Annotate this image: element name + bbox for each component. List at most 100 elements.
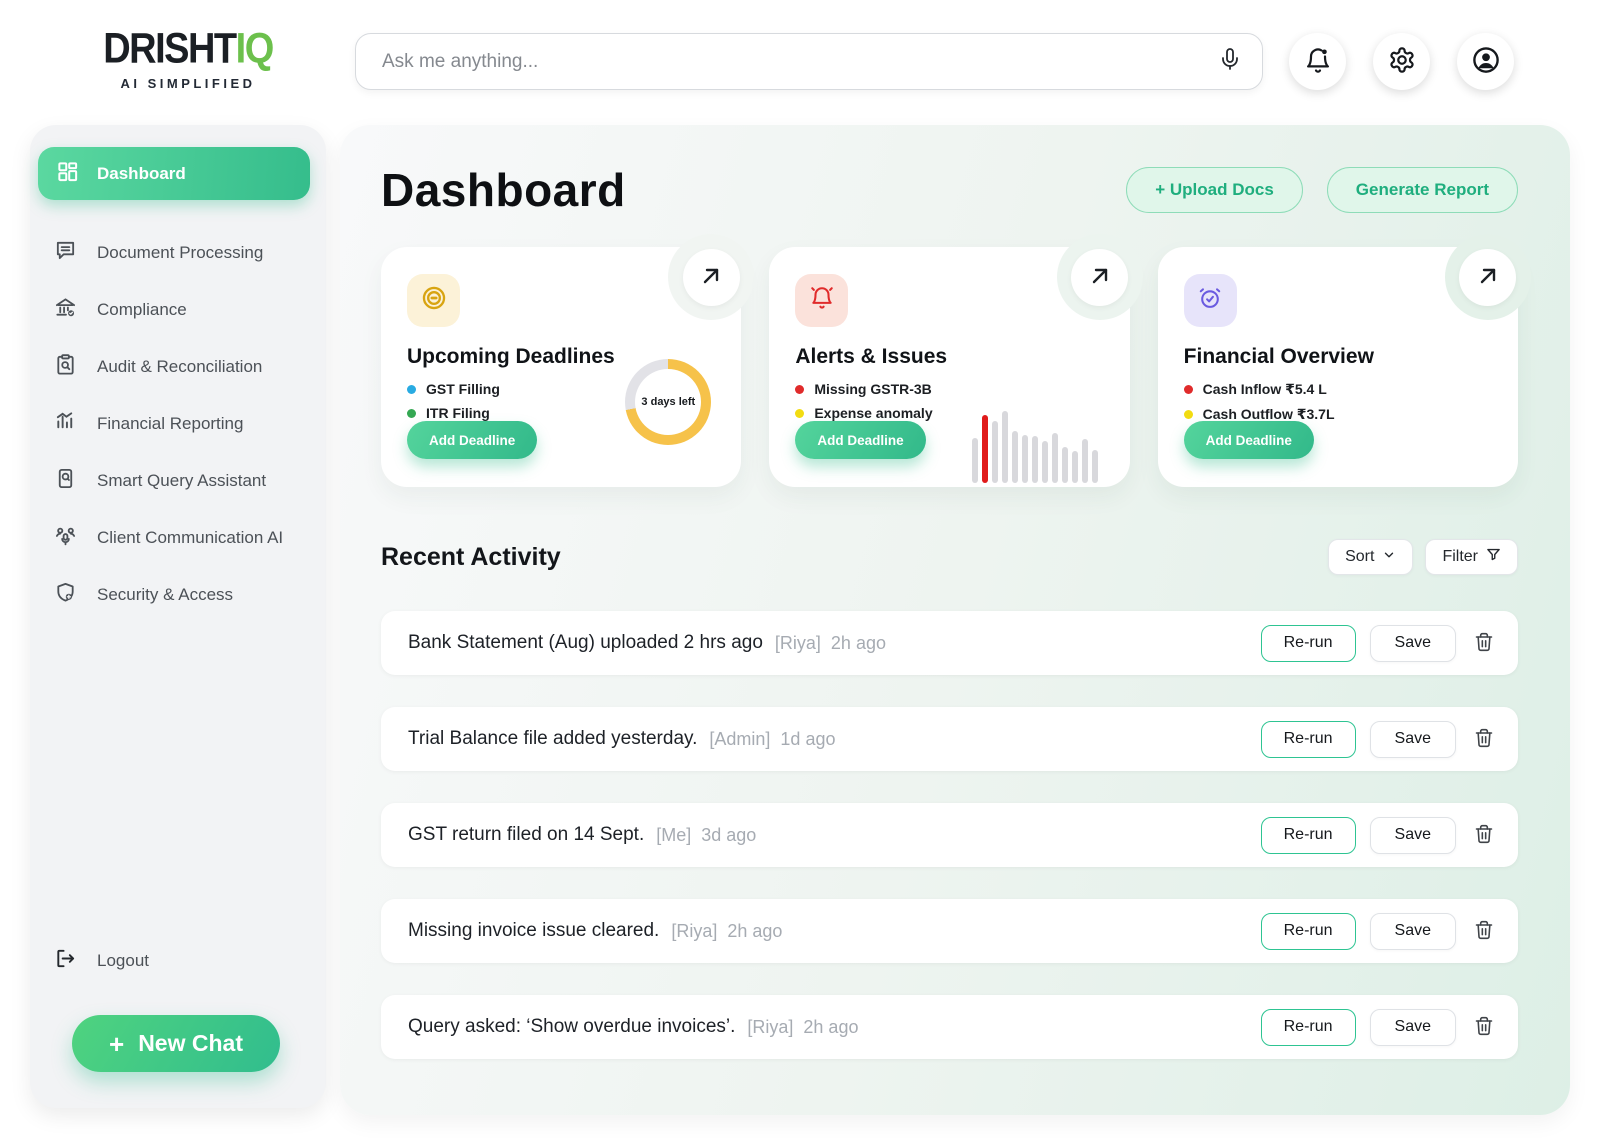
arrow-up-right-icon <box>1088 264 1112 291</box>
deadline-donut: 3 days left <box>625 359 712 445</box>
rerun-button[interactable]: Re-run <box>1260 912 1356 950</box>
delete-button[interactable] <box>1474 824 1494 847</box>
sidebar-item-label: Smart Query Assistant <box>97 470 267 490</box>
delete-button[interactable] <box>1474 632 1494 655</box>
expand-button[interactable] <box>682 248 740 306</box>
ask-search-bar[interactable] <box>355 33 1263 90</box>
expand-button[interactable] <box>1459 248 1517 306</box>
rerun-button[interactable]: Re-run <box>1260 816 1356 854</box>
sidebar-item-label: Dashboard <box>97 163 186 183</box>
new-chat-button[interactable]: + New Chat <box>72 1015 280 1072</box>
rerun-button[interactable]: Re-run <box>1260 720 1356 758</box>
audit-clipboard-search-icon <box>54 353 77 381</box>
summary-cards: Upcoming Deadlines GST Filling ITR Filin… <box>381 234 1531 487</box>
list-item: GST Filling <box>407 381 715 397</box>
list-item: Missing GSTR-3B <box>795 381 1103 397</box>
profile-button[interactable] <box>1457 33 1514 90</box>
panel-header: Dashboard + Upload Docs Generate Report <box>381 163 1518 217</box>
alert-bar <box>1061 447 1068 483</box>
activity-user: [Riya] <box>774 632 821 653</box>
rerun-button[interactable]: Re-run <box>1260 624 1356 662</box>
sidebar-item-label: Security & Access <box>97 584 234 604</box>
activity-user: [Riya] <box>671 920 718 941</box>
activity-text: Bank Statement (Aug) uploaded 2 hrs ago <box>408 632 763 653</box>
list-item-label: Cash Outflow ₹3.7L <box>1202 406 1335 422</box>
list-item: Cash Inflow ₹5.4 L <box>1183 381 1492 398</box>
compliance-bank-icon <box>54 296 77 324</box>
activity-user: [Admin] <box>709 728 771 749</box>
sidebar-item-smart-query-assistant[interactable]: Smart Query Assistant <box>38 452 314 509</box>
sort-button[interactable]: Sort <box>1328 539 1414 575</box>
financial-icon-tile <box>1183 274 1237 327</box>
activity-row: Missing invoice issue cleared. [Riya] 2h… <box>381 899 1518 963</box>
settings-button[interactable] <box>1373 33 1430 90</box>
activity-user: [Riya] <box>747 1016 794 1037</box>
card-corner-notch <box>668 234 755 320</box>
bullet-dot <box>407 408 416 418</box>
save-button[interactable]: Save <box>1369 720 1456 758</box>
microphone-icon[interactable] <box>1218 47 1242 76</box>
sidebar-item-document-processing[interactable]: Document Processing <box>38 224 314 281</box>
sidebar-item-security-access[interactable]: Security & Access <box>38 566 314 623</box>
brand-wordmark: DRISHTIQ <box>88 25 288 73</box>
alarm-check-icon <box>1197 285 1223 316</box>
deadline-coin-icon <box>420 284 448 317</box>
card-corner-notch <box>1056 234 1143 320</box>
sidebar-item-label: Document Processing <box>97 242 264 262</box>
delete-button[interactable] <box>1474 1016 1494 1039</box>
activity-actions: Sort Filter <box>1328 539 1518 575</box>
sidebar-item-financial-reporting[interactable]: Financial Reporting <box>38 395 314 452</box>
notifications-button[interactable] <box>1289 33 1346 90</box>
bullet-dot <box>407 384 416 394</box>
bullet-dot <box>1183 385 1193 394</box>
add-deadline-button[interactable]: Add Deadline <box>1183 421 1314 459</box>
activity-header: Recent Activity Sort Filter <box>381 539 1518 575</box>
add-deadline-button[interactable]: Add Deadline <box>795 421 926 459</box>
sidebar-item-compliance[interactable]: Compliance <box>38 281 314 338</box>
alert-bar <box>1091 450 1098 483</box>
upload-docs-button[interactable]: + Upload Docs <box>1126 167 1303 213</box>
save-button[interactable]: Save <box>1369 816 1456 854</box>
sidebar-item-audit-reconciliation[interactable]: Audit & Reconciliation <box>38 338 314 395</box>
rerun-button[interactable]: Re-run <box>1260 1008 1356 1046</box>
activity-text: Query asked: ‘Show overdue invoices’. <box>408 1016 736 1037</box>
sidebar-item-client-communication-ai[interactable]: Client Communication AI <box>38 509 314 566</box>
brand-accent: IQ <box>235 25 275 73</box>
save-button[interactable]: Save <box>1369 912 1456 950</box>
alert-bar <box>1081 439 1088 483</box>
activity-row: GST return filed on 14 Sept. [Me] 3d ago… <box>381 803 1518 867</box>
alert-bar <box>1051 433 1058 483</box>
add-deadline-button[interactable]: Add Deadline <box>407 421 538 459</box>
save-button[interactable]: Save <box>1369 1008 1456 1046</box>
brand-primary: DRISHT <box>103 25 237 73</box>
delete-button[interactable] <box>1474 728 1494 751</box>
trash-icon <box>1474 1016 1494 1039</box>
alert-bar <box>1041 441 1048 483</box>
donut-label: 3 days left <box>641 396 696 408</box>
plus-icon: + <box>109 1028 125 1059</box>
alert-bar <box>1011 431 1018 483</box>
card-financial-overview: Financial Overview Cash Inflow ₹5.4 L Ca… <box>1157 234 1531 487</box>
brand-tagline: AI Simplified <box>120 75 256 91</box>
delete-button[interactable] <box>1474 920 1494 943</box>
activity-time: 2h ago <box>830 632 886 653</box>
chevron-down-icon <box>1382 548 1396 567</box>
save-button[interactable]: Save <box>1369 624 1456 662</box>
list-item: Cash Outflow ₹3.7L <box>1183 406 1492 423</box>
sidebar-item-label: Client Communication AI <box>97 527 284 547</box>
activity-time: 1d ago <box>780 728 836 749</box>
logout-button[interactable]: Logout <box>38 932 314 989</box>
activity-row: Bank Statement (Aug) uploaded 2 hrs ago … <box>381 611 1518 675</box>
sidebar-item-dashboard[interactable]: Dashboard <box>38 147 310 200</box>
new-chat-label: New Chat <box>138 1030 243 1056</box>
sidebar-item-label: Compliance <box>97 299 187 319</box>
expand-button[interactable] <box>1071 248 1129 306</box>
generate-report-button[interactable]: Generate Report <box>1326 167 1518 213</box>
list-item-label: Missing GSTR-3B <box>814 381 932 397</box>
filter-button[interactable]: Filter <box>1425 539 1518 575</box>
trash-icon <box>1474 920 1494 943</box>
search-input[interactable] <box>382 50 1218 73</box>
bell-icon <box>1304 46 1332 77</box>
alert-bell-icon <box>809 285 835 316</box>
card-title: Alerts & Issues <box>795 345 948 368</box>
